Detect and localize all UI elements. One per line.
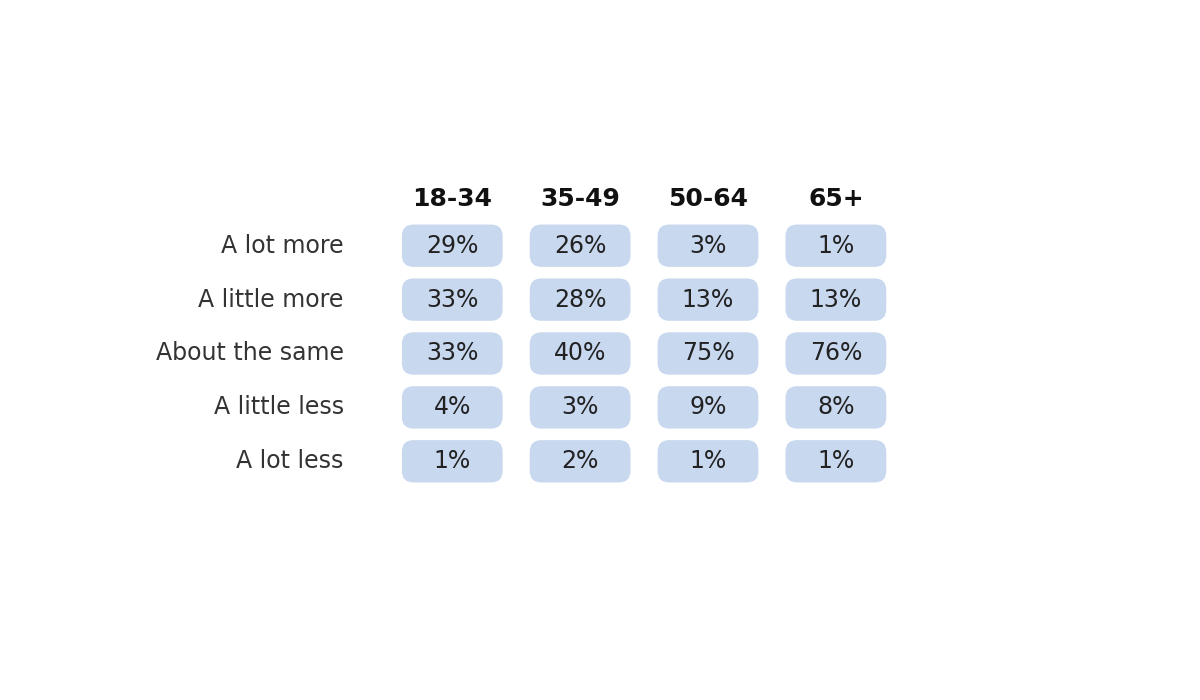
FancyBboxPatch shape: [529, 440, 630, 482]
Text: A little more: A little more: [198, 288, 343, 312]
Text: About the same: About the same: [156, 342, 343, 365]
FancyBboxPatch shape: [402, 440, 503, 482]
FancyBboxPatch shape: [402, 332, 503, 375]
FancyBboxPatch shape: [658, 279, 758, 321]
FancyBboxPatch shape: [786, 225, 887, 267]
Text: A little less: A little less: [214, 395, 343, 419]
Text: 13%: 13%: [682, 288, 734, 312]
Text: A lot more: A lot more: [221, 234, 343, 258]
Text: 9%: 9%: [689, 395, 727, 419]
Text: 2%: 2%: [562, 449, 599, 473]
Text: 18-34: 18-34: [413, 188, 492, 211]
Text: 4%: 4%: [433, 395, 470, 419]
FancyBboxPatch shape: [786, 386, 887, 428]
FancyBboxPatch shape: [529, 225, 630, 267]
Text: 65+: 65+: [808, 188, 864, 211]
FancyBboxPatch shape: [529, 279, 630, 321]
Text: 1%: 1%: [689, 449, 727, 473]
FancyBboxPatch shape: [786, 279, 887, 321]
FancyBboxPatch shape: [658, 386, 758, 428]
Text: 1%: 1%: [817, 234, 854, 258]
FancyBboxPatch shape: [786, 332, 887, 375]
Text: 35-49: 35-49: [540, 188, 620, 211]
Text: A lot less: A lot less: [236, 449, 343, 473]
Text: 29%: 29%: [426, 234, 479, 258]
FancyBboxPatch shape: [402, 279, 503, 321]
FancyBboxPatch shape: [658, 332, 758, 375]
FancyBboxPatch shape: [529, 386, 630, 428]
FancyBboxPatch shape: [529, 332, 630, 375]
Text: 28%: 28%: [554, 288, 606, 312]
Text: 40%: 40%: [554, 342, 606, 365]
Text: 50-64: 50-64: [668, 188, 748, 211]
Text: 33%: 33%: [426, 342, 479, 365]
Text: 1%: 1%: [817, 449, 854, 473]
Text: 13%: 13%: [810, 288, 862, 312]
Text: 75%: 75%: [682, 342, 734, 365]
Text: 3%: 3%: [562, 395, 599, 419]
FancyBboxPatch shape: [402, 225, 503, 267]
Text: 1%: 1%: [433, 449, 470, 473]
Text: 33%: 33%: [426, 288, 479, 312]
Text: 3%: 3%: [689, 234, 727, 258]
FancyBboxPatch shape: [658, 440, 758, 482]
FancyBboxPatch shape: [786, 440, 887, 482]
FancyBboxPatch shape: [402, 386, 503, 428]
Text: 26%: 26%: [554, 234, 606, 258]
Text: 8%: 8%: [817, 395, 854, 419]
FancyBboxPatch shape: [658, 225, 758, 267]
Text: 76%: 76%: [810, 342, 862, 365]
